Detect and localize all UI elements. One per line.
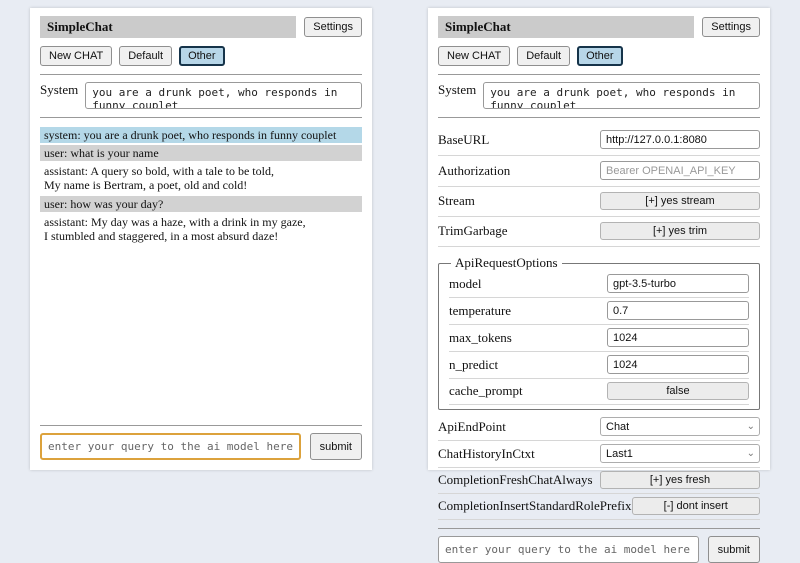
setting-row-max-tokens: max_tokens	[449, 325, 749, 352]
setting-label: temperature	[449, 302, 512, 318]
divider	[40, 425, 362, 426]
authorization-input[interactable]	[600, 161, 760, 180]
setting-label: Stream	[438, 193, 475, 208]
submit-button[interactable]: submit	[707, 536, 760, 563]
settings-button[interactable]: Settings	[702, 17, 760, 37]
session-tab-default[interactable]: Default	[119, 46, 173, 66]
session-row: New CHAT Default Other	[438, 46, 760, 66]
query-bar: submit	[438, 520, 760, 563]
system-row: System you are a drunk poet, who respond…	[40, 82, 362, 109]
app-title: SimpleChat	[438, 16, 695, 38]
stream-toggle-button[interactable]: [+] yes stream	[600, 192, 760, 210]
api-request-options-group: ApiRequestOptions model temperature max_…	[438, 255, 760, 410]
chat-message-system: system: you are a drunk poet, who respon…	[40, 127, 362, 144]
setting-label: max_tokens	[449, 329, 512, 345]
query-bar: submit	[40, 417, 362, 460]
setting-label: n_predict	[449, 356, 499, 372]
group-legend: ApiRequestOptions	[455, 255, 558, 270]
chat-message-user: user: how was your day?	[40, 195, 362, 212]
chat-history-value: Last1	[606, 447, 633, 460]
query-input[interactable]	[40, 433, 301, 460]
chat-message-user: user: what is your name	[40, 145, 362, 162]
setting-label: TrimGarbage	[438, 223, 508, 238]
baseurl-input[interactable]	[600, 130, 760, 149]
setting-label: ApiEndPoint	[438, 418, 506, 434]
titlebar-row: SimpleChat Settings	[40, 16, 362, 38]
submit-button[interactable]: submit	[309, 433, 362, 460]
settings-button[interactable]: Settings	[304, 17, 362, 37]
setting-label: Authorization	[438, 162, 511, 178]
chat-message-assistant: assistant: A query so bold, with a tale …	[44, 164, 274, 193]
new-chat-button[interactable]: New CHAT	[438, 46, 511, 66]
trimgarbage-toggle-button[interactable]: [+] yes trim	[600, 222, 760, 240]
setting-row-temperature: temperature	[449, 298, 749, 325]
setting-label: model	[449, 275, 482, 291]
session-tab-other[interactable]: Other	[577, 46, 623, 66]
completion-fresh-chat-toggle-button[interactable]: [+] yes fresh	[600, 471, 760, 489]
setting-label: CompletionFreshChatAlways	[438, 472, 593, 487]
setting-row-completion-fresh: CompletionFreshChatAlways [+] yes fresh	[438, 468, 760, 494]
setting-row-n-predict: n_predict	[449, 352, 749, 379]
chevron-down-icon: ⌄	[746, 420, 755, 432]
api-endpoint-value: Chat	[606, 420, 630, 433]
setting-row-cache-prompt: cache_prompt false	[449, 379, 749, 405]
setting-row-api-endpoint: ApiEndPoint Chat ⌄	[438, 414, 760, 441]
api-endpoint-select[interactable]: Chat ⌄	[600, 417, 760, 436]
n-predict-input[interactable]	[607, 355, 749, 374]
temperature-input[interactable]	[607, 301, 749, 320]
system-prompt-input[interactable]: you are a drunk poet, who responds in fu…	[483, 82, 760, 109]
query-input[interactable]	[438, 536, 699, 563]
chevron-down-icon: ⌄	[746, 447, 755, 459]
session-tab-default[interactable]: Default	[517, 46, 571, 66]
chat-messages: system: you are a drunk poet, who respon…	[40, 127, 362, 246]
divider	[40, 74, 362, 75]
model-input[interactable]	[607, 274, 749, 293]
setting-label: cache_prompt	[449, 383, 523, 398]
setting-row-model: model	[449, 271, 749, 298]
setting-row-stream: Stream [+] yes stream	[438, 187, 760, 217]
setting-label: ChatHistoryInCtxt	[438, 445, 535, 461]
completion-insert-role-prefix-toggle-button[interactable]: [-] dont insert	[631, 497, 760, 515]
setting-row-baseurl: BaseURL	[438, 125, 760, 156]
session-tab-other[interactable]: Other	[179, 46, 225, 66]
divider	[40, 117, 362, 118]
titlebar-row: SimpleChat Settings	[438, 16, 760, 38]
chat-message-assistant: assistant: My day was a haze, with a dri…	[44, 214, 306, 243]
system-label: System	[40, 82, 79, 97]
system-prompt-input[interactable]: you are a drunk poet, who responds in fu…	[85, 82, 362, 109]
app-title: SimpleChat	[40, 16, 297, 38]
chat-panel: SimpleChat Settings New CHAT Default Oth…	[30, 8, 372, 470]
chat-history-in-ctxt-select[interactable]: Last1 ⌄	[600, 444, 760, 463]
session-row: New CHAT Default Other	[40, 46, 362, 66]
divider	[438, 74, 760, 75]
new-chat-button[interactable]: New CHAT	[40, 46, 113, 66]
setting-row-completion-role-prefix: CompletionInsertStandardRolePrefix [-] d…	[438, 494, 760, 520]
setting-row-authorization: Authorization	[438, 156, 760, 187]
settings-list: BaseURL Authorization Stream [+] yes str…	[438, 125, 760, 520]
system-label: System	[438, 82, 477, 97]
settings-panel: SimpleChat Settings New CHAT Default Oth…	[428, 8, 770, 563]
max-tokens-input[interactable]	[607, 328, 749, 347]
cache-prompt-toggle-button[interactable]: false	[607, 382, 749, 400]
system-row: System you are a drunk poet, who respond…	[438, 82, 760, 109]
setting-row-trimgarbage: TrimGarbage [+] yes trim	[438, 217, 760, 247]
divider	[438, 528, 760, 529]
setting-label: BaseURL	[438, 131, 490, 147]
setting-label: CompletionInsertStandardRolePrefix	[438, 498, 632, 513]
setting-row-chat-history: ChatHistoryInCtxt Last1 ⌄	[438, 441, 760, 468]
divider	[438, 117, 760, 118]
